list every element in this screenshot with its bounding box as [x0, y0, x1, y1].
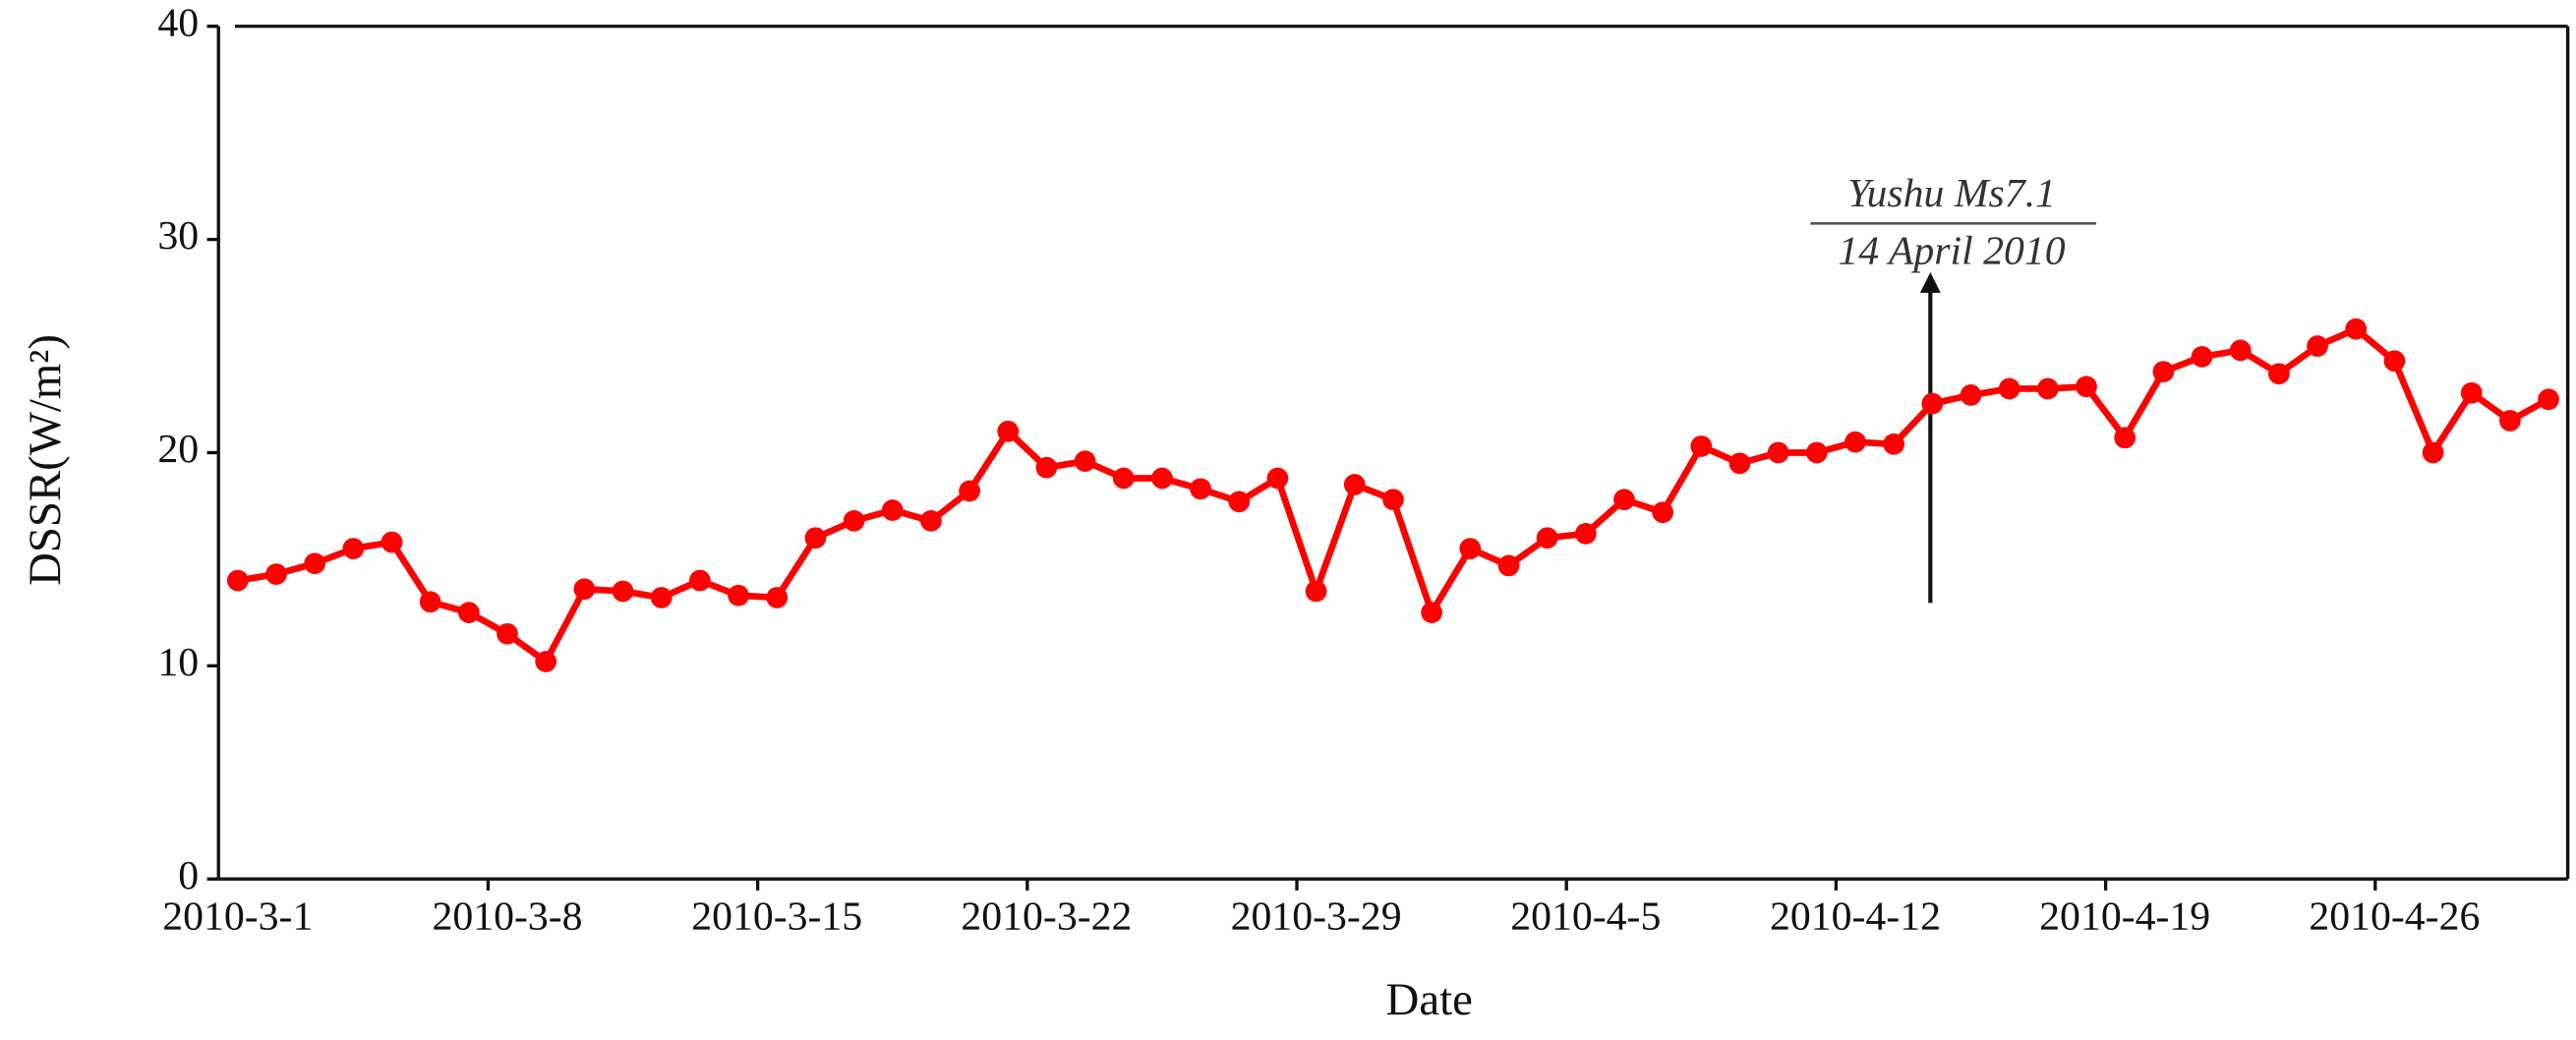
data-point — [1035, 456, 1058, 479]
data-point — [1151, 467, 1173, 490]
data-point — [381, 531, 403, 553]
annotation-line-1: Yushu Ms7.1 — [1847, 171, 2056, 216]
data-point — [1574, 523, 1597, 545]
x-tick-label: 2010-3-1 — [162, 895, 313, 940]
data-point — [497, 622, 518, 645]
y-tick-label: 10 — [157, 640, 199, 685]
data-point — [1767, 441, 1789, 464]
y-tick-label: 30 — [157, 213, 199, 259]
x-axis-title: Date — [1386, 974, 1473, 1025]
data-point — [997, 420, 1020, 442]
y-axis-title: DSSR(W/m²) — [20, 334, 71, 586]
data-point — [2114, 427, 2137, 449]
data-point — [2460, 381, 2483, 404]
data-point — [2422, 441, 2444, 464]
data-point — [1343, 474, 1366, 495]
data-point — [1921, 392, 1944, 415]
data-point — [1112, 467, 1135, 490]
data-point — [226, 569, 249, 592]
data-point — [419, 591, 441, 613]
data-point — [2076, 376, 2097, 398]
y-tick-label: 20 — [157, 427, 199, 472]
x-tick-label: 2010-3-22 — [961, 895, 1132, 940]
data-point — [650, 587, 673, 608]
data-point — [1074, 450, 1096, 473]
data-point — [1536, 527, 1558, 549]
data-point — [689, 569, 711, 592]
data-point — [1728, 452, 1751, 475]
data-point — [1266, 467, 1289, 490]
data-point — [1805, 441, 1828, 464]
data-point — [265, 563, 287, 585]
x-tick-label: 2010-3-29 — [1231, 895, 1402, 940]
data-point — [766, 587, 789, 608]
data-point — [535, 651, 557, 672]
data-point — [1690, 435, 1713, 457]
annotation-line-2: 14 April 2010 — [1838, 229, 2065, 274]
data-point — [1844, 431, 1866, 453]
data-point — [1613, 489, 1635, 511]
data-point — [2345, 318, 2368, 340]
data-point — [1497, 554, 1520, 577]
data-point — [728, 584, 749, 607]
data-point — [1421, 602, 1442, 623]
data-point — [1190, 478, 1211, 500]
x-tick-label: 2010-4-12 — [1770, 895, 1941, 940]
data-point — [1459, 538, 1482, 559]
data-point — [2499, 410, 2521, 432]
data-point — [804, 527, 827, 549]
data-point — [2268, 363, 2290, 385]
data-point — [2152, 361, 2175, 382]
data-point — [1960, 384, 1982, 406]
x-tick-label: 2010-4-5 — [1510, 895, 1661, 940]
data-point — [2229, 339, 2252, 362]
data-point — [1382, 489, 1404, 511]
data-point — [843, 510, 865, 532]
data-point — [1228, 491, 1251, 513]
data-point — [2538, 388, 2559, 411]
data-point — [1883, 433, 1905, 455]
data-point — [612, 580, 634, 603]
data-point — [881, 499, 904, 521]
data-point — [2383, 350, 2406, 373]
data-point — [2191, 346, 2213, 368]
data-point — [2307, 335, 2328, 357]
data-point — [342, 538, 365, 559]
data-point — [457, 602, 480, 623]
data-point — [2036, 377, 2059, 400]
y-tick-label: 40 — [157, 0, 199, 45]
data-point — [920, 510, 942, 532]
x-tick-label: 2010-4-19 — [2039, 895, 2210, 940]
y-tick-label: 0 — [178, 853, 199, 898]
data-point — [1998, 377, 2020, 400]
data-point — [573, 578, 596, 601]
data-point — [959, 480, 980, 502]
data-point — [304, 552, 326, 575]
data-point — [1652, 501, 1673, 524]
data-point — [1305, 580, 1327, 603]
x-tick-label: 2010-4-26 — [2309, 895, 2480, 940]
x-tick-label: 2010-3-8 — [432, 895, 582, 940]
x-tick-label: 2010-3-15 — [691, 895, 862, 940]
